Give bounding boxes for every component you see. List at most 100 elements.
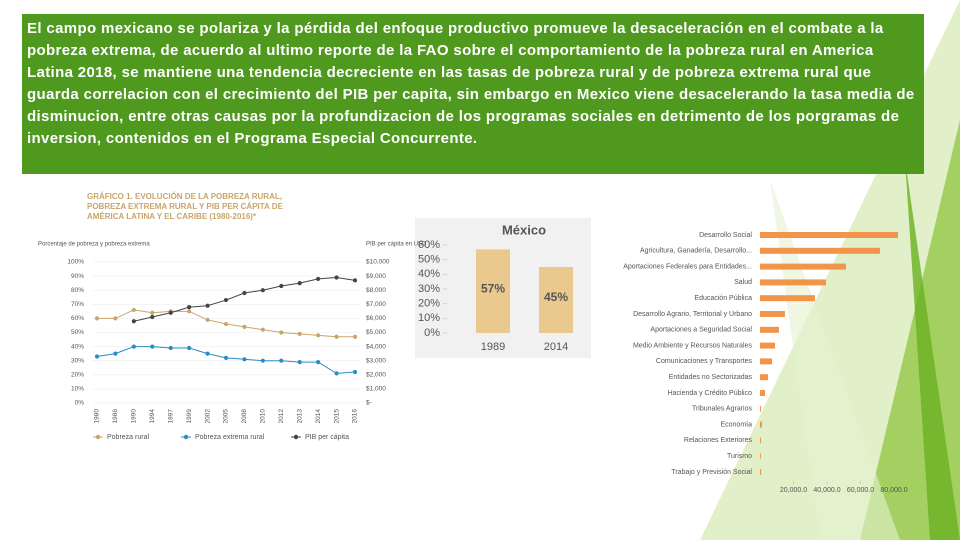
category-label: Educación Pública <box>694 295 752 302</box>
point <box>223 297 229 303</box>
point <box>131 344 136 349</box>
x-tick-label: 1999 <box>186 409 193 424</box>
point <box>205 351 210 356</box>
series-line <box>133 277 356 322</box>
value-label: 57% <box>481 281 505 295</box>
deco <box>770 180 900 540</box>
point <box>316 360 321 365</box>
y-tick-label: 40% <box>71 343 84 350</box>
point <box>150 310 155 315</box>
chart-title: México <box>502 222 546 237</box>
x-tick-label: 2014 <box>544 341 568 353</box>
y-tick-label: 70% <box>71 301 84 308</box>
y2-tick-label: $6,000 <box>366 315 386 322</box>
y-tick-label: 10% <box>71 386 84 393</box>
point <box>223 321 229 327</box>
y-tick-label: 50% <box>418 254 440 266</box>
bar <box>476 249 510 333</box>
x-tick-label: 1980 <box>94 409 101 424</box>
category-label: Tribunales Agrarios <box>692 406 753 413</box>
point <box>297 360 302 365</box>
bar <box>760 358 773 365</box>
x-tick-label: 1994 <box>149 409 156 424</box>
category-label: Desarrollo Social <box>699 232 752 239</box>
point <box>260 327 265 332</box>
x-tick-label: 40,000.0 <box>813 487 840 494</box>
x-tick-label: 2012 <box>278 409 285 424</box>
y-tick-label: 90% <box>71 273 84 280</box>
y-tick-label: 50% <box>71 329 84 336</box>
y-tick-label: 100% <box>67 259 84 266</box>
category-label: Aportaciones Federales para Entidades... <box>623 263 752 270</box>
point <box>242 357 247 362</box>
y2-tick-label: $- <box>366 400 372 407</box>
point <box>187 345 192 351</box>
intro-text: El campo mexicano se polariza y la pérdi… <box>22 14 924 174</box>
point <box>352 278 358 283</box>
bar <box>760 390 766 396</box>
x-tick-label: 60,000.0 <box>847 487 874 494</box>
x-tick-label: 20,000.0 <box>780 487 807 494</box>
point <box>223 355 229 360</box>
bar <box>760 311 785 317</box>
bar <box>760 279 826 286</box>
y-tick-label: 20% <box>418 298 440 310</box>
bar <box>760 263 846 270</box>
point <box>113 316 118 321</box>
y-tick-label: 30% <box>71 357 84 364</box>
point <box>150 314 155 320</box>
point <box>352 334 358 339</box>
point <box>297 281 302 286</box>
category-label: Medio Ambiente y Recursos Naturales <box>633 342 753 349</box>
y2-tick-label: $1,000 <box>366 386 386 393</box>
point <box>334 334 339 339</box>
x-tick-label: 1989 <box>481 341 505 353</box>
x-tick-label: 2016 <box>352 409 359 424</box>
bar <box>760 405 762 412</box>
category-label: Relaciones Exteriores <box>684 437 753 444</box>
point <box>168 310 173 315</box>
x-tick-label: 2015 <box>333 409 340 424</box>
point <box>168 345 173 351</box>
y-tick-label: 0% <box>424 327 440 339</box>
bar <box>539 267 573 333</box>
point <box>242 324 247 329</box>
bar <box>760 295 815 302</box>
y2-axis-label: PIB per cápita en USD <box>366 242 427 248</box>
point <box>94 316 100 321</box>
point <box>279 330 284 335</box>
category-label: Aportaciones a Seguridad Social <box>650 327 752 334</box>
x-tick-label: 2008 <box>241 409 248 424</box>
y-tick-label: 60% <box>418 239 440 251</box>
x-tick-label: 1997 <box>167 409 174 424</box>
x-tick-label: 2014 <box>315 409 322 424</box>
point <box>297 331 302 337</box>
legend-label: Pobreza rural <box>107 434 149 441</box>
category-label: Salud <box>734 279 752 286</box>
bar <box>760 374 769 381</box>
bar <box>760 453 761 460</box>
x-tick-label: 1986 <box>112 409 119 424</box>
deco <box>905 160 960 540</box>
y-tick-label: 60% <box>71 315 84 322</box>
point <box>113 351 118 356</box>
x-tick-label: 2002 <box>204 409 211 424</box>
point <box>279 283 284 289</box>
y-axis-label: Porcentaje de pobreza y pobreza extrema <box>38 242 150 248</box>
point <box>334 275 339 280</box>
point <box>260 358 265 363</box>
category-label: Hacienda y Crédito Público <box>668 390 753 397</box>
y2-tick-label: $8,000 <box>366 287 386 294</box>
point <box>187 309 192 314</box>
y2-tick-label: $2,000 <box>366 372 386 379</box>
legend-label: PIB per cápita <box>305 434 349 441</box>
point <box>352 369 358 375</box>
y-tick-label: 40% <box>418 268 440 280</box>
y-tick-label: 10% <box>418 312 440 324</box>
point <box>205 317 210 322</box>
point <box>242 290 247 296</box>
point <box>260 288 265 293</box>
point <box>150 344 155 349</box>
y-tick-label: 80% <box>71 287 84 294</box>
x-tick-label: 2010 <box>260 409 267 424</box>
